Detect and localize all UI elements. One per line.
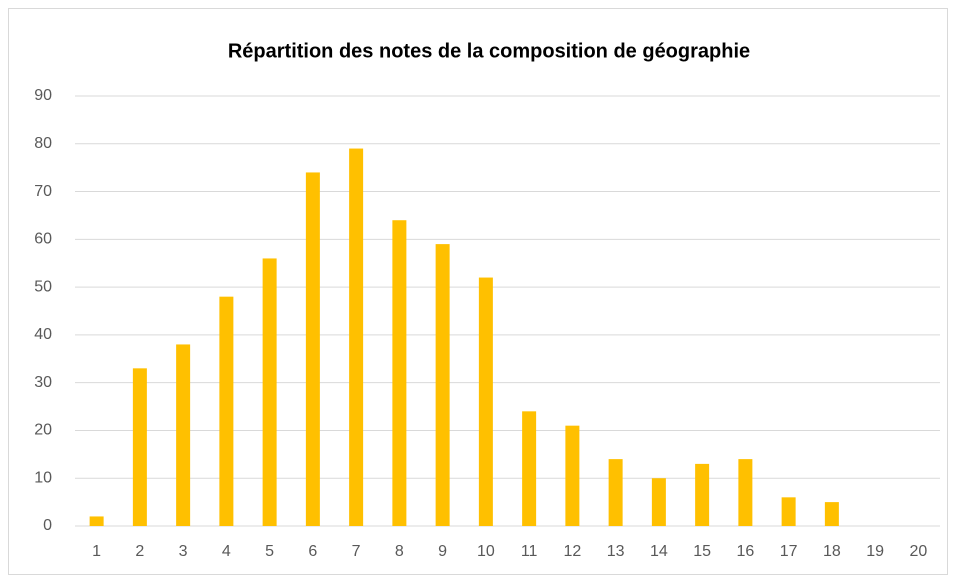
bar	[262, 258, 277, 526]
x-tick-label: 1	[92, 543, 101, 560]
y-tick-label: 0	[43, 517, 52, 534]
bar	[651, 478, 666, 526]
x-tick-label: 8	[395, 543, 404, 560]
x-tick-label: 9	[438, 543, 447, 560]
x-tick-label: 11	[521, 543, 538, 560]
x-tick-label: 4	[222, 543, 231, 560]
bar	[176, 344, 191, 526]
x-tick-label: 16	[736, 543, 754, 560]
bar	[132, 368, 147, 526]
bar	[478, 277, 493, 526]
y-tick-label: 20	[34, 422, 52, 439]
x-tick-label: 17	[780, 543, 798, 560]
bar	[219, 296, 234, 526]
bar	[435, 244, 450, 526]
y-tick-label: 70	[34, 183, 52, 200]
x-tick-label: 20	[909, 543, 927, 560]
y-tick-label: 10	[34, 469, 52, 486]
x-tick-label: 3	[179, 543, 188, 560]
x-tick-label: 7	[352, 543, 361, 560]
bar	[824, 502, 839, 526]
x-tick-label: 10	[477, 543, 495, 560]
bar	[522, 411, 537, 526]
bar	[89, 516, 104, 526]
x-tick-label: 14	[650, 543, 668, 560]
x-tick-label: 6	[308, 543, 317, 560]
bar	[695, 463, 710, 526]
bar	[349, 148, 364, 527]
bar	[781, 497, 796, 526]
bar	[738, 459, 753, 526]
y-tick-label: 60	[34, 231, 52, 248]
bar	[392, 220, 407, 526]
bar	[608, 459, 623, 526]
y-tick-label: 50	[34, 278, 52, 295]
chart-title: Répartition des notes de la composition …	[228, 40, 750, 62]
y-tick-label: 90	[34, 87, 52, 104]
x-tick-label: 5	[265, 543, 274, 560]
bar	[305, 172, 320, 526]
x-tick-label: 13	[607, 543, 625, 560]
y-tick-label: 80	[34, 135, 52, 152]
x-tick-label: 18	[823, 543, 841, 560]
x-tick-label: 2	[135, 543, 144, 560]
bar	[565, 425, 580, 526]
chart-frame	[8, 8, 948, 575]
x-tick-label: 15	[693, 543, 711, 560]
x-tick-label: 19	[866, 543, 884, 560]
y-tick-label: 30	[34, 374, 52, 391]
x-tick-label: 12	[563, 543, 581, 560]
y-tick-label: 40	[34, 326, 52, 343]
